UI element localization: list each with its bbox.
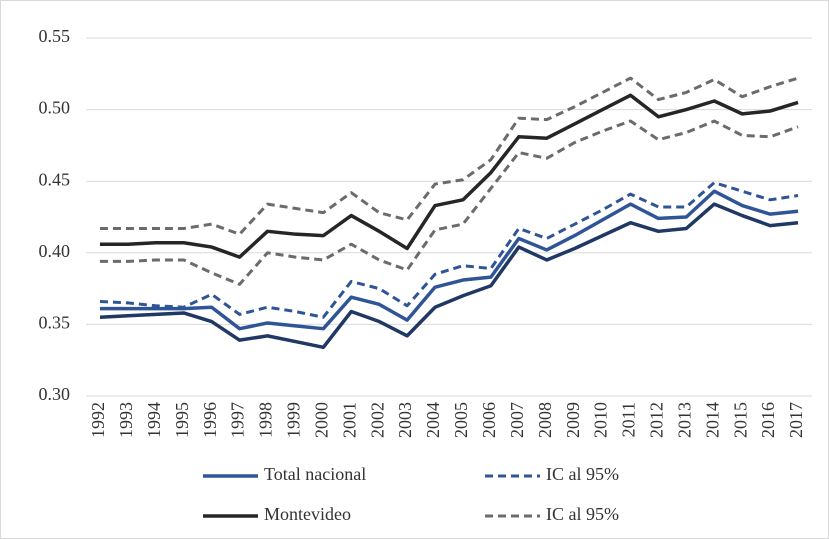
series-line: [99, 93, 799, 259]
x-tick-label: 1992: [88, 402, 108, 438]
x-tick-label: 2010: [591, 402, 611, 438]
x-tick-label: 1998: [256, 402, 276, 438]
series-line: [99, 189, 799, 331]
x-tick-label: 2016: [758, 402, 778, 438]
x-tick-label: 2008: [535, 402, 555, 438]
x-tick-label: 2013: [674, 402, 694, 438]
y-tick-label: 0.35: [39, 313, 71, 333]
x-tick-label: 2017: [786, 402, 806, 438]
x-tick-label: 2003: [395, 402, 415, 438]
x-tick-label: 2007: [507, 402, 527, 438]
x-tick-label: 2002: [367, 402, 387, 438]
x-tick-label: 2012: [647, 402, 667, 438]
legend-label: IC al 95%: [546, 464, 619, 484]
x-tick-label: 1994: [144, 402, 164, 438]
ci-lower-line: [99, 202, 799, 350]
x-tick-label: 2014: [702, 402, 722, 438]
y-tick-label: 0.45: [39, 169, 71, 189]
x-tick-label: 2011: [619, 402, 639, 437]
legend-label: IC al 95%: [546, 504, 619, 524]
x-tick-label: 2004: [423, 402, 443, 438]
ci-upper-line: [99, 181, 799, 319]
x-tick-label: 1999: [284, 402, 304, 438]
x-tick-label: 2009: [563, 402, 583, 438]
x-tick-label: 2015: [730, 402, 750, 438]
x-tick-label: 2000: [311, 402, 331, 438]
x-tick-label: 2001: [339, 402, 359, 438]
legend-label: Total nacional: [264, 464, 366, 484]
ci-lower-line: [99, 119, 799, 286]
x-tick-label: 1996: [200, 402, 220, 438]
legend-label: Montevideo: [264, 504, 351, 524]
y-tick-label: 0.40: [39, 241, 71, 261]
ci-upper-line: [99, 76, 799, 236]
y-tick-label: 0.55: [39, 26, 71, 46]
y-tick-label: 0.30: [39, 384, 71, 404]
y-tick-label: 0.50: [39, 98, 71, 118]
x-tick-label: 1995: [172, 402, 192, 438]
x-tick-label: 1993: [116, 402, 136, 438]
x-tick-label: 1997: [228, 402, 248, 438]
x-tick-label: 2005: [451, 402, 471, 438]
x-tick-label: 2006: [479, 402, 499, 438]
